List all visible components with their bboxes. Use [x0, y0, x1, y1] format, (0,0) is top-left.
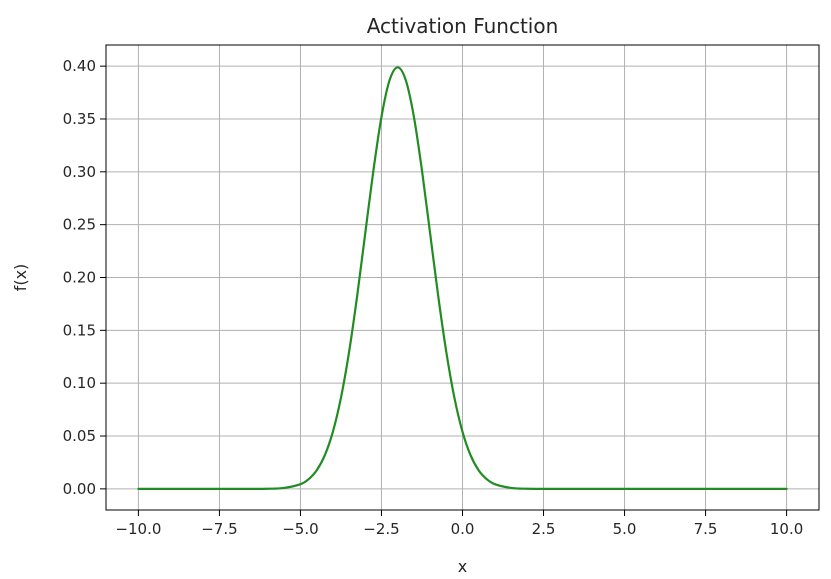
- x-tick-label: 7.5: [694, 520, 718, 538]
- x-tick-label: 5.0: [613, 520, 637, 538]
- x-tick-label: 10.0: [770, 520, 803, 538]
- series-line: [137, 66, 788, 490]
- grid: [106, 45, 819, 510]
- y-tick-label: 0.25: [63, 216, 96, 234]
- x-tick-label: −2.5: [363, 520, 399, 538]
- x-tick-label: 0.0: [451, 520, 475, 538]
- y-tick-label: 0.30: [63, 163, 96, 181]
- x-tick-label: 2.5: [532, 520, 556, 538]
- y-axis: 0.00 0.05 0.10 0.15 0.20 0.25 0.30 0.35 0.40: [63, 57, 106, 498]
- x-tick-label: −7.5: [201, 520, 237, 538]
- x-axis: −10.0 −7.5 −5.0 −2.5 0.0 2.5 5.0 7.5 10.0: [115, 510, 803, 538]
- y-tick-label: 0.05: [63, 427, 96, 445]
- chart-title: Activation Function: [367, 14, 559, 38]
- x-axis-title: x: [458, 557, 467, 576]
- y-tick-label: 0.00: [63, 480, 96, 498]
- plot-area: [137, 66, 788, 490]
- y-tick-label: 0.10: [63, 374, 96, 392]
- y-axis-title: f(x): [11, 264, 30, 292]
- x-tick-label: −10.0: [115, 520, 161, 538]
- y-tick-label: 0.35: [63, 110, 96, 128]
- y-tick-label: 0.40: [63, 57, 96, 75]
- x-tick-label: −5.0: [282, 520, 318, 538]
- y-tick-label: 0.20: [63, 269, 96, 287]
- y-tick-label: 0.15: [63, 321, 96, 339]
